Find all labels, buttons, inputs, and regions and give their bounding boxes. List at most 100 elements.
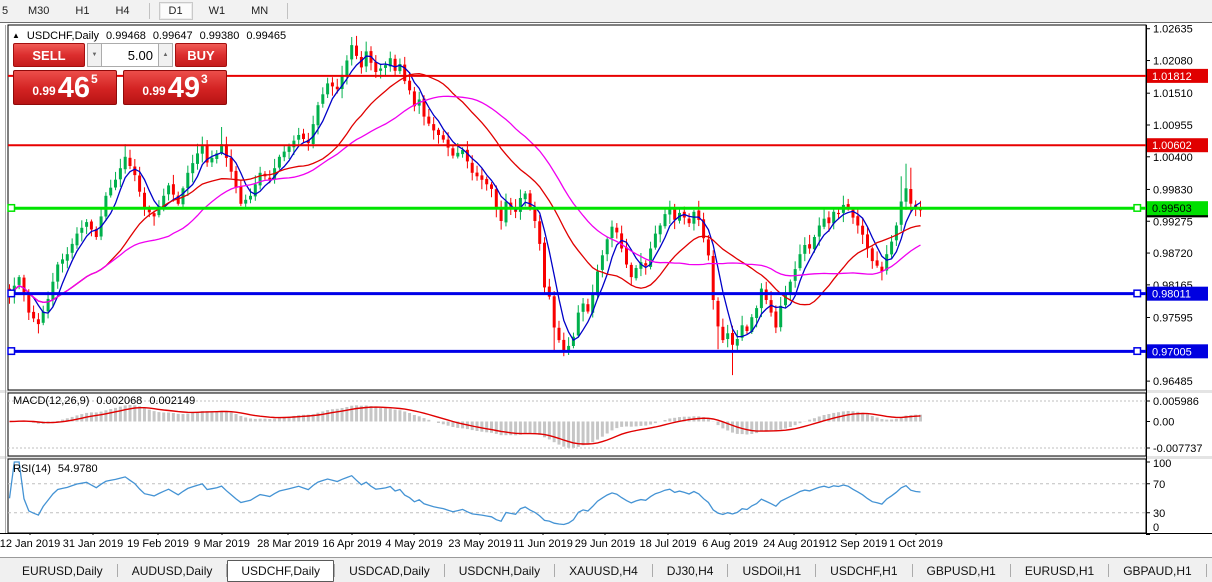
svg-text:1.00955: 1.00955	[1153, 120, 1193, 132]
buy-price-main: 49	[167, 72, 200, 104]
ohlc-close: 0.99465	[246, 30, 287, 42]
buy-button[interactable]: BUY	[175, 43, 227, 67]
tab-separator	[911, 564, 913, 577]
date-label: 23 May 2019	[448, 538, 512, 550]
tab-usdoil-h1[interactable]: USDOil,H1	[742, 563, 802, 578]
timeframe-button-mn[interactable]: MN	[241, 2, 278, 20]
tab-separator	[334, 564, 336, 577]
svg-text:0.97005: 0.97005	[1152, 346, 1192, 358]
time-axis[interactable]: 12 Jan 2019 31 Jan 2019 19 Feb 2019 9 Mar 2…	[0, 535, 1212, 557]
tab-separator	[116, 564, 118, 577]
tab-usdcad-daily[interactable]: USDCAD,Daily	[349, 563, 430, 578]
timeframe-toolbar: 5 M30 H1 H4 D1 W1 MN	[0, 0, 1212, 22]
timeframe-button-5[interactable]: 5	[0, 2, 12, 20]
tab-gbpusd-h1[interactable]: GBPUSD,H1	[926, 563, 996, 578]
date-label: 28 Mar 2019	[257, 538, 319, 550]
price-level-badges: 1.01812 1.00602 0.99503 0.98011 0.97005	[1147, 68, 1208, 359]
svg-text:0.005986: 0.005986	[1153, 396, 1199, 408]
svg-text:-0.007737: -0.007737	[1153, 443, 1203, 455]
tab-separator	[1205, 564, 1207, 577]
date-label: 29 Jun 2019	[574, 538, 636, 550]
one-click-trading-panel: SELL ▼ ▲ BUY 0.99 46 5 0.99 49 3	[13, 43, 227, 105]
timeframe-button-h1[interactable]: H1	[65, 2, 99, 20]
tab-separator	[226, 564, 228, 577]
tab-separator	[443, 564, 445, 577]
macd-value-2: 0.002149	[149, 395, 196, 407]
svg-text:1.00400: 1.00400	[1153, 152, 1193, 164]
svg-text:0.99503: 0.99503	[1152, 203, 1192, 215]
sell-button[interactable]: SELL	[13, 43, 85, 67]
ohlc-low: 0.99380	[199, 30, 240, 42]
tab-usdjp[interactable]: USDJP	[1207, 560, 1212, 582]
svg-text:0.98011: 0.98011	[1152, 289, 1191, 301]
macd-value-1: 0.002068	[96, 395, 143, 407]
tab-separator	[727, 564, 729, 577]
date-label: 1 Oct 2019	[889, 538, 943, 550]
sell-price-main: 46	[57, 72, 90, 104]
support-resistance-lines[interactable]	[7, 74, 1146, 356]
svg-text:70: 70	[1153, 479, 1165, 491]
chart-symbol-label: USDCHF,Daily	[26, 30, 100, 42]
tab-eurusd-h1[interactable]: EURUSD,H1	[1024, 563, 1095, 578]
tab-separator	[815, 564, 817, 577]
sell-price-pip: 5	[90, 72, 98, 86]
date-label: 31 Jan 2019	[62, 538, 124, 550]
toolbar-separator	[287, 3, 289, 19]
volume-decrease-button[interactable]: ▼	[87, 43, 102, 67]
ohlc-high: 0.99647	[152, 30, 193, 42]
tab-separator	[554, 564, 556, 577]
svg-text:100: 100	[1153, 458, 1171, 470]
svg-text:0: 0	[1153, 522, 1159, 534]
timeframe-button-w1[interactable]: W1	[199, 2, 236, 20]
timeframe-button-m30[interactable]: M30	[18, 2, 59, 20]
volume-input[interactable]	[102, 43, 158, 67]
svg-text:0.99275: 0.99275	[1153, 216, 1193, 228]
tab-usdchf-h1[interactable]: USDCHF,H1	[830, 563, 898, 578]
tab-separator	[1009, 564, 1011, 577]
buy-quote-button[interactable]: 0.99 49 3	[123, 70, 227, 105]
date-label: 6 Aug 2019	[702, 538, 758, 550]
volume-increase-button[interactable]: ▲	[158, 43, 173, 67]
chart-window: 1.02635 1.02080 1.01510 1.00955 1.00400 0.998…	[0, 22, 1212, 582]
svg-text:1.00602: 1.00602	[1152, 140, 1192, 152]
tab-usdchf-daily[interactable]: USDCHF,Daily	[227, 559, 335, 582]
sell-quote-button[interactable]: 0.99 46 5	[13, 70, 117, 105]
timeframe-button-d1[interactable]: D1	[158, 2, 193, 20]
date-label: 11 Jun 2019	[513, 538, 573, 550]
macd-histogram	[12, 404, 922, 448]
svg-text:0.96485: 0.96485	[1153, 376, 1193, 388]
tab-audusd-daily[interactable]: AUDUSD,Daily	[131, 563, 213, 578]
tab-gbpaud-h1[interactable]: GBPAUD,H1	[1123, 563, 1192, 578]
date-label: 24 Aug 2019	[763, 538, 825, 550]
tab-dj30-h4[interactable]: DJ30,H4	[666, 563, 714, 578]
rsi-value: 54.9780	[57, 463, 98, 475]
tab-separator	[651, 564, 653, 577]
svg-text:0.00: 0.00	[1153, 417, 1174, 429]
rsi-axis: 100 70 30 0	[1146, 458, 1171, 535]
date-label: 4 May 2019	[385, 538, 443, 550]
toolbar-separator	[148, 3, 150, 19]
svg-text:30: 30	[1153, 508, 1165, 520]
chart-marker-icon[interactable]: ▲	[12, 31, 20, 40]
svg-text:1.01510: 1.01510	[1153, 88, 1193, 100]
ohlc-open: 0.99468	[106, 30, 146, 42]
chart-canvas[interactable]: 1.02635 1.02080 1.01510 1.00955 1.00400 0.998…	[0, 23, 1212, 557]
date-label: 18 Jul 2019	[639, 538, 697, 550]
tab-usdcnh-daily[interactable]: USDCNH,Daily	[458, 563, 541, 578]
svg-text:1.02080: 1.02080	[1153, 56, 1193, 68]
buy-price-prefix: 0.99	[142, 84, 166, 98]
sell-price-prefix: 0.99	[32, 84, 56, 98]
tab-xauusd-h4[interactable]: XAUUSD,H4	[569, 563, 638, 578]
rsi-name: RSI(14)	[13, 463, 51, 475]
svg-text:0.98720: 0.98720	[1153, 248, 1193, 260]
date-label: 16 Apr 2019	[322, 538, 382, 550]
macd-name: MACD(12,26,9)	[13, 395, 90, 407]
macd-axis: 0.005986 0.00 -0.007737	[1146, 396, 1203, 455]
svg-text:0.99830: 0.99830	[1153, 184, 1193, 196]
tab-eurusd-daily[interactable]: EURUSD,Daily	[22, 563, 103, 578]
svg-text:1.01812: 1.01812	[1152, 71, 1192, 83]
buy-price-pip: 3	[200, 72, 208, 86]
timeframe-button-h4[interactable]: H4	[105, 2, 139, 20]
macd-signal-line	[9, 406, 921, 445]
